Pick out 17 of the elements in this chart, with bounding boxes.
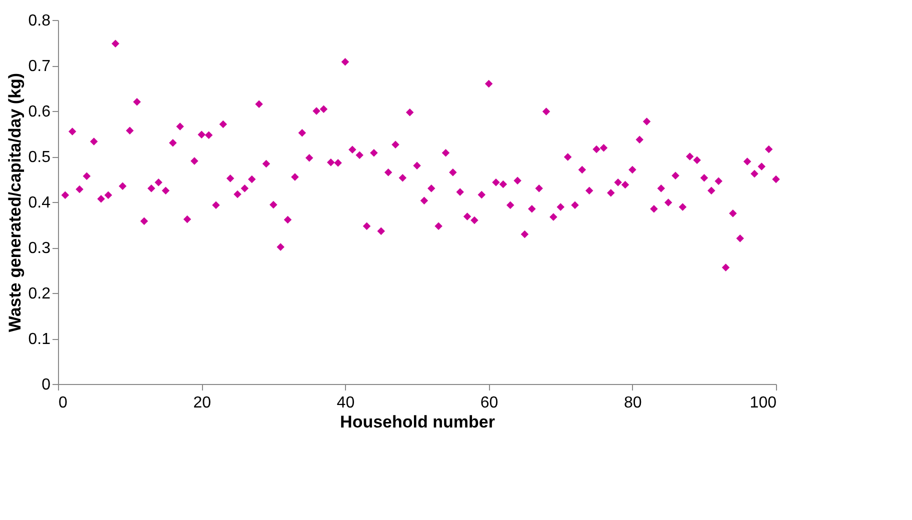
x-tick-label: 20	[193, 394, 212, 412]
x-tick-label: 100	[750, 394, 777, 412]
y-tick-label: 0.4	[28, 194, 51, 212]
y-tick-label: 0.1	[28, 331, 51, 348]
y-tick-label: 0.8	[28, 12, 51, 30]
x-tick-label: 80	[624, 394, 642, 412]
y-tick-label: 0.5	[28, 149, 51, 166]
x-axis-title: Household number	[340, 412, 496, 432]
y-tick-label: 0.6	[28, 104, 51, 120]
y-tick-label: 0.7	[28, 58, 51, 75]
y-tick-label: 0.2	[28, 286, 51, 302]
x-tick-label: 40	[336, 394, 355, 412]
x-tick-label: 60	[480, 394, 498, 412]
y-tick-label: 0	[42, 376, 51, 394]
y-axis-title: Waste generated/capita/day (kg)	[5, 72, 24, 332]
x-tick-label: 0	[58, 394, 68, 412]
y-tick-label: 0.3	[28, 240, 51, 257]
